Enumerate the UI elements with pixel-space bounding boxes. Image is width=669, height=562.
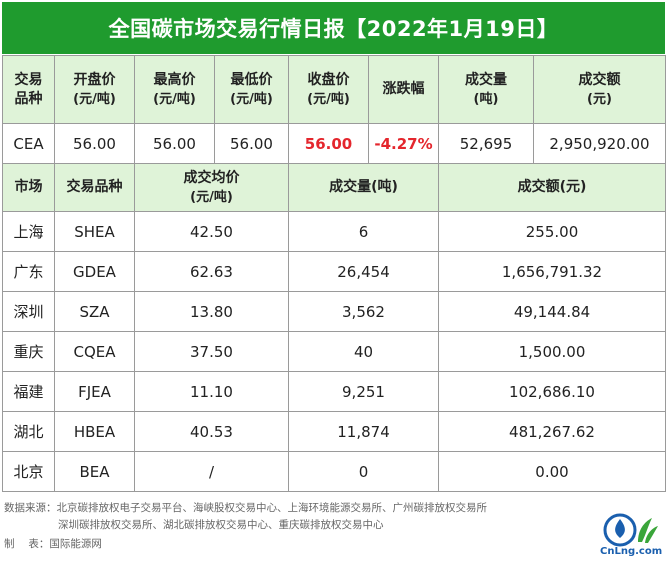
market-cell: 深圳 — [2, 291, 55, 332]
volume-cell: 40 — [288, 331, 439, 372]
market-cell: 福建 — [2, 371, 55, 412]
amount-cell: 49,144.84 — [438, 291, 666, 332]
volume-cell: 3,562 — [288, 291, 439, 332]
cnlng-logo: CnLng.com — [598, 512, 662, 558]
national-data-row: CEA 56.00 56.00 56.00 56.00 -4.27% 52,69… — [2, 123, 666, 164]
header-market: 市场 — [2, 163, 55, 212]
product-cell: SZA — [54, 291, 135, 332]
close-price-cell: 56.00 — [288, 123, 369, 164]
volume-cell: 9,251 — [288, 371, 439, 412]
national-header-row: 交易 品种 开盘价 (元/吨) 最高价 (元/吨) 最低价 (元/吨) 收盘价 (元/吨)… — [2, 55, 666, 124]
volume-cell: 11,874 — [288, 411, 439, 452]
header-cell: 涨跌幅 — [368, 55, 439, 124]
header-cell: 最高价 (元/吨) — [134, 55, 215, 124]
data-source-note-continued: 深圳碳排放权交易所、湖北碳排放权交易中心、重庆碳排放权交易中心 — [58, 519, 384, 531]
avg-price-cell: 40.53 — [134, 411, 289, 452]
table-maker-note: 制 表：国际能源网 — [4, 538, 102, 550]
regional-header-row: 市场 交易品种 成交均价 (元/吨) 成交量(吨) 成交额(元) — [2, 163, 666, 212]
header-volume: 成交量(吨) — [288, 163, 439, 212]
header-amount: 成交额(元) — [438, 163, 666, 212]
avg-price-cell: 42.50 — [134, 211, 289, 252]
product-cell: CQEA — [54, 331, 135, 372]
volume-cell: 26,454 — [288, 251, 439, 292]
header-cell: 开盘价 (元/吨) — [54, 55, 135, 124]
product-cell: FJEA — [54, 371, 135, 412]
market-cell: 湖北 — [2, 411, 55, 452]
header-cell: 最低价 (元/吨) — [214, 55, 289, 124]
market-cell: 北京 — [2, 451, 55, 492]
regional-market-table: 市场 交易品种 成交均价 (元/吨) 成交量(吨) 成交额(元) 上海 SHEA … — [2, 163, 666, 492]
national-market-table: 交易 品种 开盘价 (元/吨) 最高价 (元/吨) 最低价 (元/吨) 收盘价 (元/吨)… — [2, 55, 666, 164]
amount-cell: 481,267.62 — [438, 411, 666, 452]
product-cell: BEA — [54, 451, 135, 492]
header-cell: 收盘价 (元/吨) — [288, 55, 369, 124]
avg-price-cell: / — [134, 451, 289, 492]
product-cell: GDEA — [54, 251, 135, 292]
table-row: 北京 BEA / 0 0.00 — [2, 451, 666, 492]
header-cell: 交易 品种 — [2, 55, 55, 124]
market-cell: 重庆 — [2, 331, 55, 372]
product-cell: HBEA — [54, 411, 135, 452]
change-cell: -4.27% — [368, 123, 439, 164]
table-row: 重庆 CQEA 37.50 40 1,500.00 — [2, 331, 666, 372]
logo-icon — [603, 513, 658, 547]
table-row: 福建 FJEA 11.10 9,251 102,686.10 — [2, 371, 666, 412]
product-cell: SHEA — [54, 211, 135, 252]
amount-cell: 255.00 — [438, 211, 666, 252]
header-cell: 成交量 (吨) — [438, 55, 534, 124]
table-row: 广东 GDEA 62.63 26,454 1,656,791.32 — [2, 251, 666, 292]
table-row: 上海 SHEA 42.50 6 255.00 — [2, 211, 666, 252]
amount-cell: 0.00 — [438, 451, 666, 492]
page-title: 全国碳市场交易行情日报【2022年1月19日】 — [2, 2, 665, 54]
volume-cell: 52,695 — [438, 123, 534, 164]
volume-cell: 6 — [288, 211, 439, 252]
market-cell: 广东 — [2, 251, 55, 292]
avg-price-cell: 13.80 — [134, 291, 289, 332]
avg-price-cell: 37.50 — [134, 331, 289, 372]
table-row: 湖北 HBEA 40.53 11,874 481,267.62 — [2, 411, 666, 452]
product-cell: CEA — [2, 123, 55, 164]
table-row: 深圳 SZA 13.80 3,562 49,144.84 — [2, 291, 666, 332]
amount-cell: 1,500.00 — [438, 331, 666, 372]
volume-cell: 0 — [288, 451, 439, 492]
data-source-note: 数据来源：北京碳排放权电子交易平台、海峡股权交易中心、上海环境能源交易所、广州碳… — [4, 502, 487, 514]
header-avg-price: 成交均价 (元/吨) — [134, 163, 289, 212]
avg-price-cell: 62.63 — [134, 251, 289, 292]
logo-text: CnLng.com — [600, 546, 663, 557]
open-price-cell: 56.00 — [54, 123, 135, 164]
amount-cell: 1,656,791.32 — [438, 251, 666, 292]
amount-cell: 2,950,920.00 — [533, 123, 666, 164]
amount-cell: 102,686.10 — [438, 371, 666, 412]
header-product: 交易品种 — [54, 163, 135, 212]
high-price-cell: 56.00 — [134, 123, 215, 164]
header-cell: 成交额 (元) — [533, 55, 666, 124]
low-price-cell: 56.00 — [214, 123, 289, 164]
avg-price-cell: 11.10 — [134, 371, 289, 412]
market-cell: 上海 — [2, 211, 55, 252]
